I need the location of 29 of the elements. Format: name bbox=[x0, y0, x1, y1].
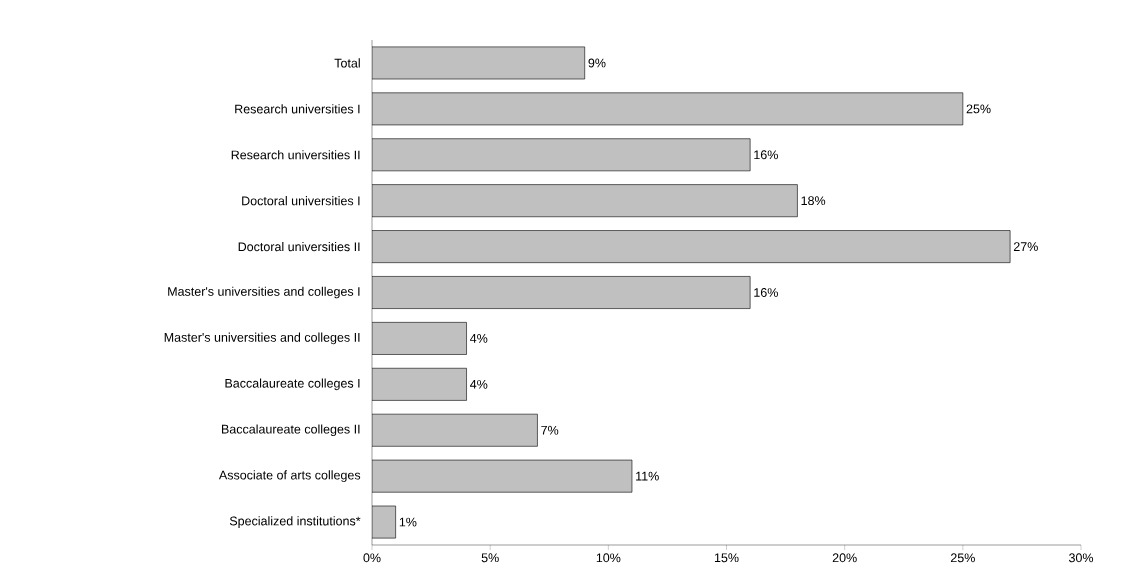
x-tick-label: 10% bbox=[596, 553, 621, 563]
y-tick-label: Doctoral universities II bbox=[238, 242, 360, 252]
data-label: 9% bbox=[588, 58, 606, 68]
data-label: 16% bbox=[754, 150, 778, 160]
x-tick-label: 25% bbox=[950, 553, 975, 563]
y-tick-label: Master's universities and colleges I bbox=[168, 286, 360, 299]
x-tick-label: 0% bbox=[363, 553, 381, 563]
data-label: 1% bbox=[399, 517, 417, 527]
data-label: 11% bbox=[636, 471, 659, 481]
y-tick-label: Research universities II bbox=[231, 150, 360, 160]
data-label: 27% bbox=[1013, 242, 1038, 251]
y-tick-label: Total bbox=[334, 58, 360, 68]
x-tick-label: 20% bbox=[832, 553, 857, 563]
x-tick-label: 15% bbox=[714, 553, 739, 563]
data-label: 25% bbox=[966, 104, 991, 114]
x-tick-label: 30% bbox=[1068, 553, 1094, 563]
data-label: 4% bbox=[470, 334, 488, 343]
data-label: 4% bbox=[470, 379, 488, 389]
data-label: 18% bbox=[801, 196, 826, 206]
data-label: 16% bbox=[754, 288, 778, 297]
y-tick-label: Associate of arts colleges bbox=[218, 470, 361, 482]
x-tick-label: 5% bbox=[481, 553, 499, 563]
y-tick-label: Research universities I bbox=[235, 104, 360, 114]
data-label: 7% bbox=[541, 425, 559, 435]
y-tick-label: Baccalaureate colleges II bbox=[222, 424, 360, 437]
y-tick-label: Doctoral universities I bbox=[242, 196, 360, 206]
y-tick-label: Specialized institutions* bbox=[229, 516, 361, 528]
y-tick-label: Baccalaureate colleges I bbox=[225, 378, 360, 391]
y-tick-label: Master's universities and colleges II bbox=[164, 332, 360, 345]
